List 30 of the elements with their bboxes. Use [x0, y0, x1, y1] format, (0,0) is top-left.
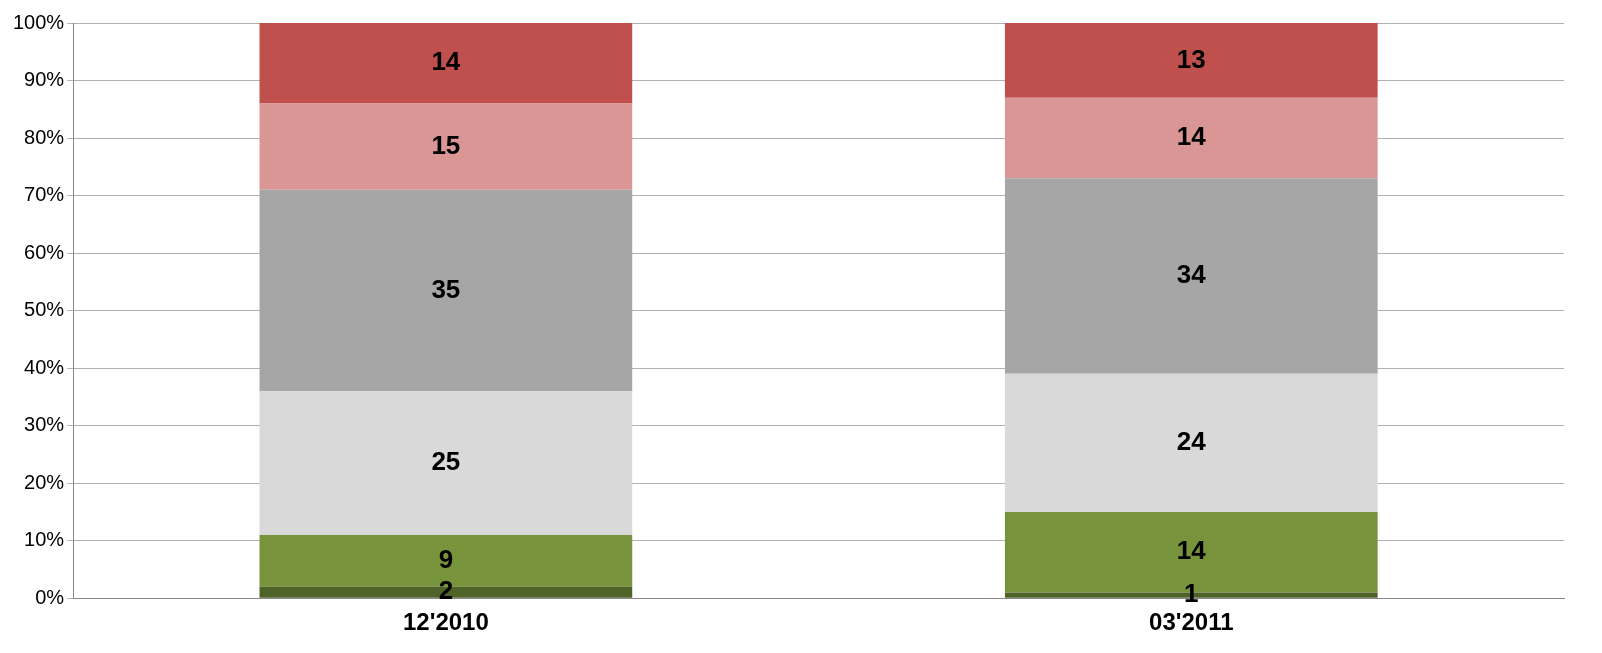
bar — [1004, 97, 1378, 179]
y-tick-label: 100% — [13, 10, 65, 33]
bar — [259, 391, 633, 535]
data-label: 25 — [431, 446, 461, 477]
data-label: 14 — [431, 46, 461, 77]
y-tick-label: 50% — [24, 298, 65, 321]
data-label: 2 — [438, 575, 454, 606]
y-tick-label: 30% — [24, 413, 65, 436]
data-label: 13 — [1176, 43, 1206, 74]
y-tick-label: 80% — [24, 125, 65, 148]
y-tick-label: 0% — [35, 585, 65, 608]
y-tick-label: 90% — [24, 68, 65, 91]
data-label: 35 — [431, 273, 461, 304]
data-label: 15 — [431, 129, 461, 160]
bar — [1004, 373, 1378, 512]
y-tick-label: 20% — [24, 470, 65, 493]
data-label: 9 — [438, 543, 454, 574]
y-tick-label: 10% — [24, 528, 65, 551]
bar — [259, 103, 633, 190]
bar — [1004, 23, 1378, 98]
y-tick-label: 60% — [24, 240, 65, 263]
x-tick-label: 12'2010 — [402, 608, 489, 636]
data-label: 24 — [1176, 426, 1207, 457]
x-tick-label: 03'2011 — [1149, 608, 1234, 636]
bar — [259, 23, 633, 104]
data-label: 14 — [1176, 121, 1207, 152]
y-tick-label: 40% — [24, 355, 65, 378]
y-tick-label: 70% — [24, 183, 65, 206]
data-label: 34 — [1176, 259, 1207, 290]
data-label: 14 — [1176, 535, 1207, 566]
